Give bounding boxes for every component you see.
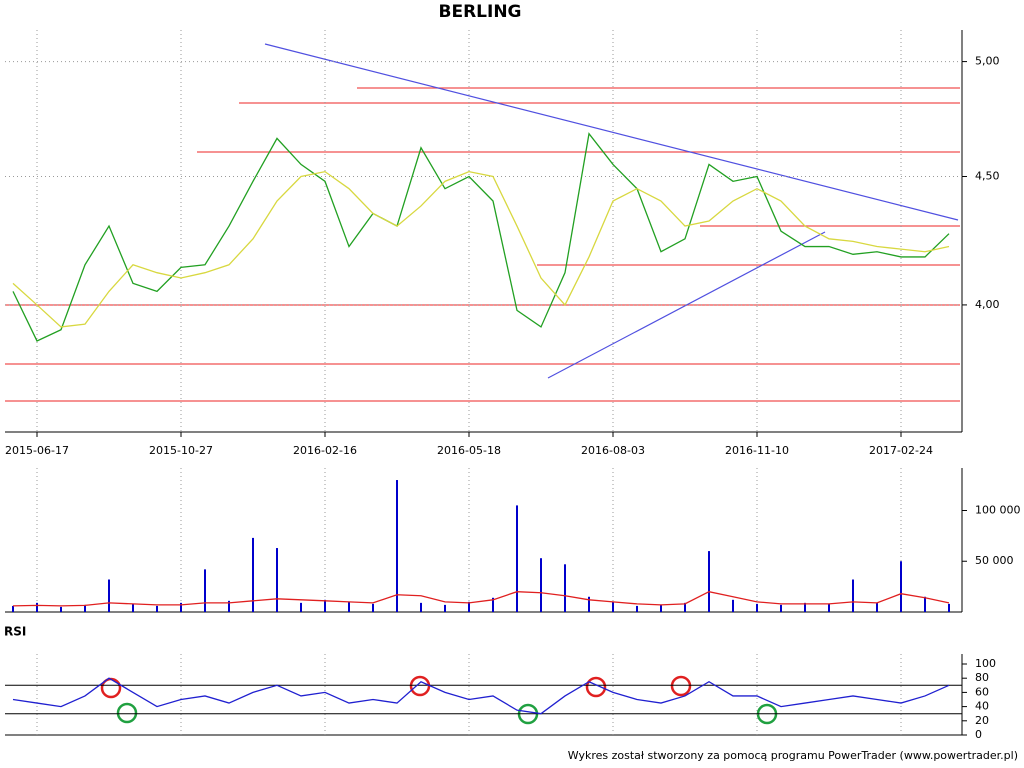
- series-line: [12, 132, 950, 342]
- x-tick-label: 2015-06-17: [5, 444, 69, 457]
- series-line: [12, 677, 950, 715]
- bar: [900, 561, 902, 612]
- bar: [60, 606, 62, 612]
- y-tick-label: 20: [975, 714, 989, 727]
- y-tick-label: 4,50: [975, 169, 1000, 182]
- bar: [324, 599, 326, 612]
- x-tick-label: 2016-05-18: [437, 444, 501, 457]
- bar: [828, 603, 830, 612]
- series-line: [12, 170, 950, 328]
- x-tick-label: 2016-11-10: [725, 444, 789, 457]
- bar: [756, 603, 758, 612]
- bar: [108, 579, 110, 612]
- bar: [564, 564, 566, 612]
- x-tick-label: 2017-02-24: [869, 444, 933, 457]
- footer: Wykres został stworzony za pomocą progra…: [568, 749, 1018, 762]
- chart-title: BERLING: [439, 2, 522, 22]
- oversold-marker: [116, 702, 138, 724]
- y-tick-label: 40: [975, 700, 989, 713]
- bar: [156, 605, 158, 612]
- bar: [396, 480, 398, 612]
- bar: [588, 596, 590, 612]
- bar: [492, 597, 494, 612]
- bar: [36, 602, 38, 612]
- y-tick-label: 0: [975, 728, 982, 741]
- y-tick-label: 80: [975, 671, 989, 684]
- bar: [924, 596, 926, 612]
- bar: [132, 603, 134, 612]
- bar: [276, 548, 278, 612]
- y-tick-label: 100 000: [975, 503, 1021, 516]
- bar: [516, 505, 518, 612]
- support-lines: [5, 87, 960, 402]
- bar: [876, 602, 878, 612]
- y-tick-label: 100: [975, 657, 996, 670]
- bar: [228, 600, 230, 612]
- trend-line: [547, 231, 826, 379]
- bar: [468, 601, 470, 612]
- panel-title: RSI: [4, 625, 26, 639]
- overbought-marker: [585, 676, 607, 698]
- bar: [300, 602, 302, 612]
- bar: [540, 558, 542, 612]
- bar: [708, 551, 710, 612]
- y-tick-label: 50 000: [975, 554, 1014, 567]
- bar: [948, 603, 950, 612]
- trend-lines: [264, 43, 959, 379]
- y-tick-label: 60: [975, 685, 989, 698]
- overbought-marker: [670, 675, 692, 697]
- bar: [852, 579, 854, 612]
- bar: [180, 602, 182, 612]
- bar: [348, 601, 350, 612]
- bar: [732, 599, 734, 612]
- x-tick-label: 2016-08-03: [581, 444, 645, 457]
- bar: [684, 602, 686, 612]
- x-tick-label: 2015-10-27: [149, 444, 213, 457]
- bar: [444, 604, 446, 612]
- trend-line: [264, 43, 959, 221]
- bar: [12, 605, 14, 612]
- x-tick-label: 2016-02-16: [293, 444, 357, 457]
- bar: [612, 601, 614, 612]
- bar: [636, 605, 638, 612]
- bar: [804, 602, 806, 612]
- y-tick-label: 4,00: [975, 298, 1000, 311]
- series-line: [12, 591, 950, 607]
- y-tick-label: 5,00: [975, 55, 1000, 68]
- bar: [252, 537, 254, 612]
- bar: [420, 602, 422, 612]
- bar: [84, 604, 86, 612]
- bar: [780, 604, 782, 612]
- bar: [660, 604, 662, 612]
- bar: [372, 603, 374, 612]
- bar: [204, 569, 206, 612]
